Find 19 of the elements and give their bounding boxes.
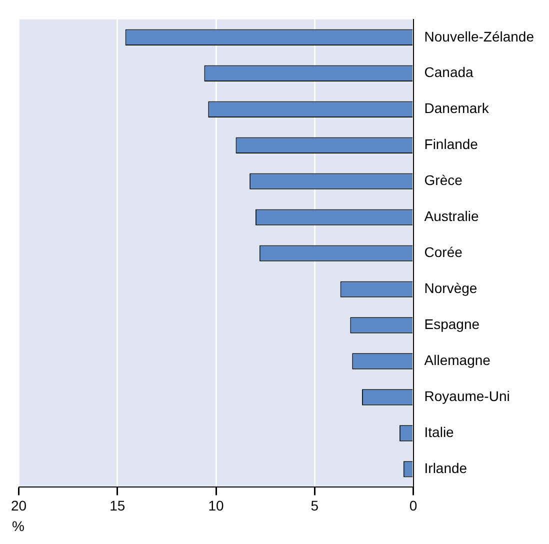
- x-tick-label: 10: [208, 497, 224, 514]
- y-tick-label: Italie: [424, 424, 454, 440]
- x-axis-title: %: [11, 518, 26, 534]
- x-tick-label: 15: [110, 497, 126, 514]
- y-tick-label: Norvège: [424, 280, 478, 296]
- y-tick-label: Canada: [424, 64, 474, 80]
- y-tick-label: Finlande: [424, 136, 478, 152]
- y-tick-label: Irlande: [424, 460, 468, 476]
- x-tick-label: 0: [409, 497, 418, 514]
- y-tick-label: Nouvelle-Zélande: [424, 28, 534, 44]
- y-tick-label: Corée: [424, 244, 463, 260]
- y-tick-label: Australie: [424, 208, 479, 224]
- y-tick-label: Danemark: [424, 100, 490, 116]
- x-tick-label: 20: [10, 497, 27, 514]
- x-tick-label: 5: [310, 497, 319, 514]
- y-tick-label: Grèce: [424, 172, 463, 188]
- y-tick-label: Allemagne: [424, 352, 491, 368]
- y-tick-label: Royaume-Uni: [424, 388, 510, 404]
- y-tick-label: Espagne: [424, 316, 480, 332]
